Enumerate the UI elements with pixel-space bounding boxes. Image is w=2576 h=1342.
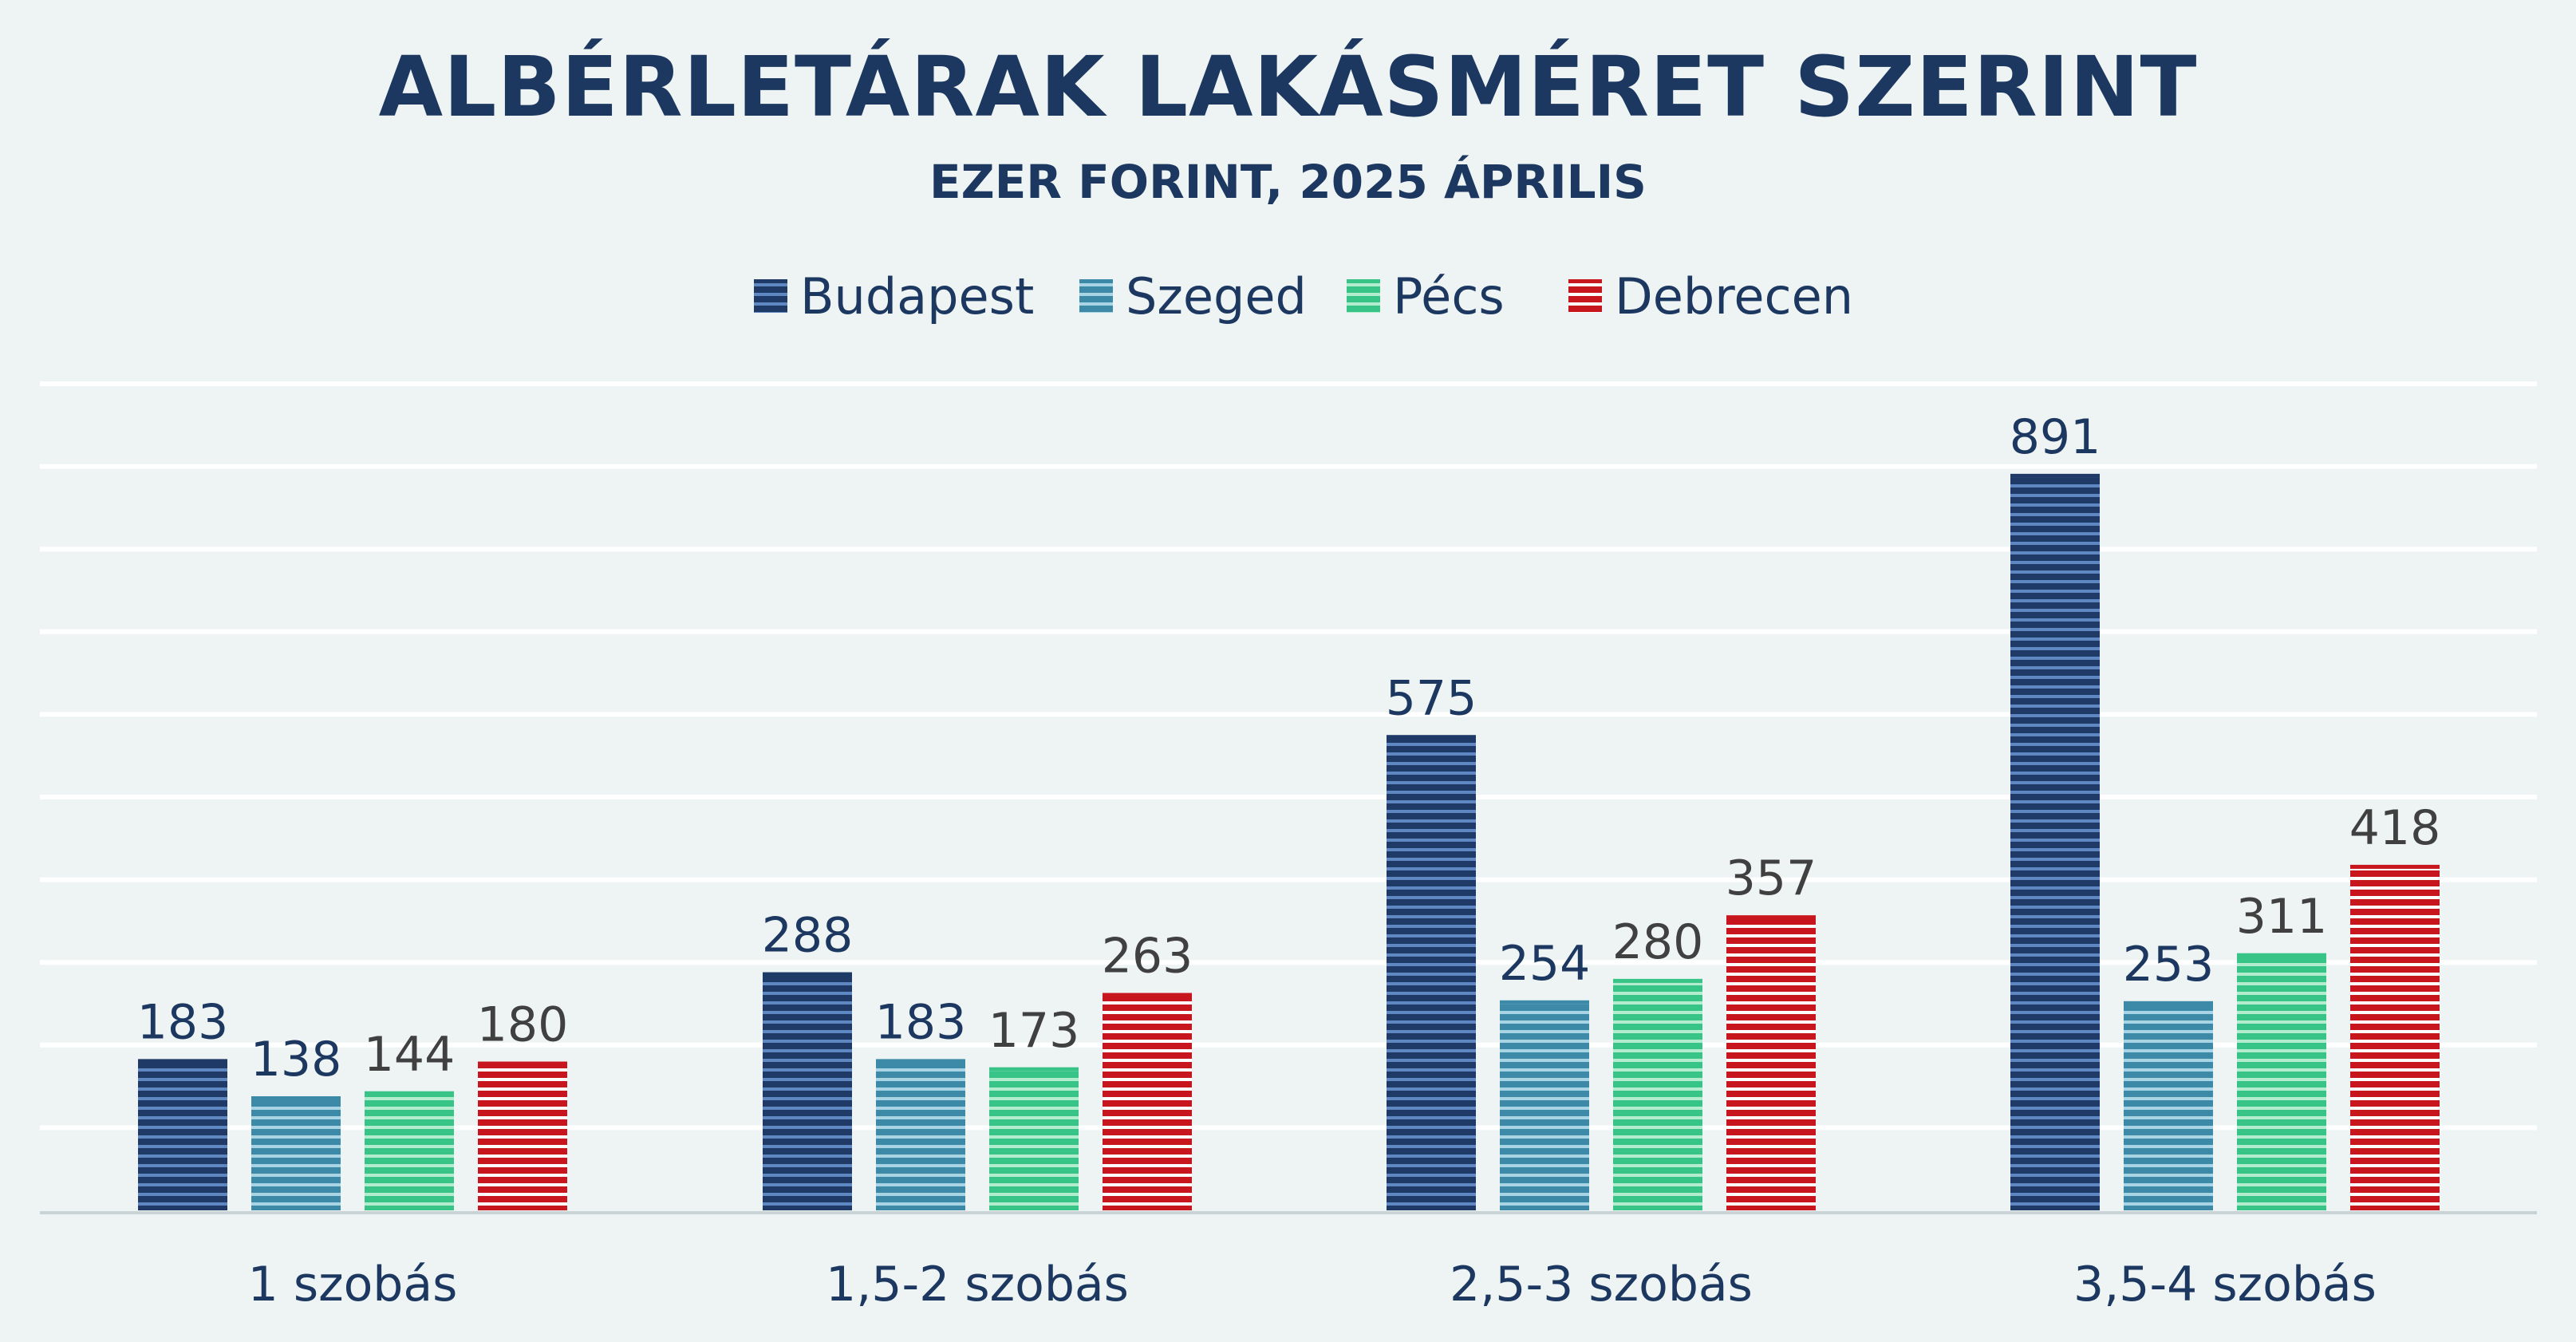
bar-debrecen-1 — [478, 1061, 567, 1210]
bar-cap — [1500, 1000, 1589, 1005]
bar-cap — [1726, 915, 1816, 920]
bar-cap — [2350, 864, 2440, 869]
legend-label: Budapest — [800, 267, 1034, 326]
bar-cap — [989, 1067, 1079, 1072]
bar-pécs-2 — [989, 1067, 1079, 1210]
data-label: 138 — [250, 1032, 342, 1087]
legend: Budapest Szeged Pécs Debrecen — [754, 267, 1853, 326]
data-label: 173 — [988, 1003, 1080, 1059]
bar-debrecen-2 — [1103, 993, 1192, 1210]
bar-budapest-2 — [763, 972, 852, 1210]
category-label: 3,5-4 szobás — [2073, 1257, 2377, 1312]
bars — [138, 473, 2440, 1210]
legend-label: Pécs — [1393, 267, 1505, 326]
data-label: 144 — [364, 1027, 456, 1083]
bar-cap — [478, 1061, 567, 1066]
bar-budapest-1 — [138, 1059, 227, 1210]
legend-label: Debrecen — [1615, 267, 1853, 326]
data-label: 357 — [1726, 851, 1817, 906]
bar-budapest-4 — [2010, 473, 2100, 1210]
bar-cap — [763, 972, 852, 977]
category-label: 1 szobás — [248, 1257, 458, 1312]
bar-pécs-1 — [365, 1091, 454, 1210]
bar-cap — [1613, 978, 1702, 983]
data-label: 311 — [2236, 889, 2328, 945]
bar-szeged-3 — [1500, 1000, 1589, 1210]
bar-szeged-4 — [2124, 1001, 2213, 1210]
data-label: 253 — [2123, 937, 2215, 993]
chart-subtitle: EZER FORINT, 2025 ÁPRILIS — [929, 155, 1647, 209]
data-label: 183 — [137, 994, 229, 1050]
bar-szeged-1 — [251, 1096, 341, 1210]
bar-cap — [2237, 953, 2326, 957]
legend-swatch — [1568, 279, 1602, 313]
bar-debrecen-3 — [1726, 915, 1816, 1210]
bar-pécs-4 — [2237, 953, 2326, 1210]
data-label: 280 — [1612, 914, 1704, 970]
data-label: 418 — [2349, 800, 2441, 856]
data-label: 263 — [1102, 929, 1193, 985]
bar-cap — [1103, 993, 1192, 997]
data-label: 288 — [762, 908, 854, 964]
legend-swatch — [1079, 279, 1113, 313]
bar-cap — [365, 1091, 454, 1095]
data-label: 183 — [875, 994, 967, 1050]
chart-title: ALBÉRLETÁRAK LAKÁSMÉRET SZERINT — [378, 38, 2198, 136]
bar-cap — [138, 1059, 227, 1064]
bar-szeged-2 — [876, 1059, 965, 1210]
legend-swatch — [1347, 279, 1380, 313]
bar-cap — [2010, 473, 2100, 478]
legend-label: Szeged — [1126, 267, 1307, 326]
gridlines — [40, 381, 2537, 1131]
bar-budapest-3 — [1387, 735, 1476, 1210]
bar-pécs-3 — [1613, 978, 1702, 1210]
data-label: 180 — [477, 997, 569, 1053]
x-axis: 1 szobás 1,5-2 szobás 2,5-3 szobás 3,5-4 sz… — [40, 1211, 2537, 1312]
legend-swatch — [754, 279, 787, 313]
bar-debrecen-4 — [2350, 864, 2440, 1210]
bar-cap — [876, 1059, 965, 1064]
data-labels: 183 138 144 180 288 183 173 263 575 254 280 357 891 2… — [137, 409, 2441, 1087]
data-label: 891 — [2010, 409, 2101, 465]
data-label: 575 — [1386, 670, 1477, 726]
category-label: 2,5-3 szobás — [1450, 1257, 1753, 1312]
bar-cap — [251, 1096, 341, 1101]
data-label: 254 — [1499, 936, 1591, 992]
bar-cap — [1387, 735, 1476, 740]
category-label: 1,5-2 szobás — [826, 1257, 1129, 1312]
bar-cap — [2124, 1001, 2213, 1005]
